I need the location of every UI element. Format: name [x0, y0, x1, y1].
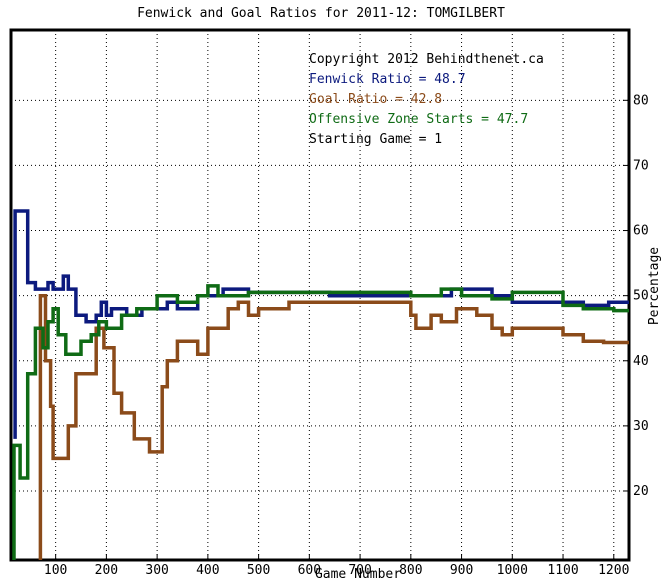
legend-starting-game: Starting Game = 1 [309, 132, 442, 147]
x-tick-label: 900 [450, 563, 473, 578]
y-tick-label: 20 [633, 484, 649, 499]
series-line-goal-ratio [38, 293, 629, 560]
y-tick-label: 50 [633, 289, 649, 304]
axis-ticks: 100 200 300 400 500 600 700 800 900 1000 1100 1200 2… [44, 93, 649, 578]
x-tick-label: 1100 [547, 563, 578, 578]
legend-offensive-zone-starts: Offensive Zone Starts = 47.7 [309, 112, 528, 127]
legend-fenwick-ratio: Fenwick Ratio = 48.7 [309, 72, 466, 87]
series-line-fenwick-ratio [13, 209, 629, 439]
y-axis-label: Percentage [647, 247, 662, 325]
x-tick-label: 100 [44, 563, 67, 578]
x-tick-label: 200 [95, 563, 118, 578]
plot-area [9, 28, 631, 562]
x-tick-label: 800 [399, 563, 422, 578]
legend-copyright: Copyright 2012 Behindthenet.ca [309, 52, 544, 67]
x-tick-label: 300 [145, 563, 168, 578]
legend: Copyright 2012 Behindthenet.ca Fenwick R… [309, 52, 544, 147]
x-tick-label: 600 [298, 563, 321, 578]
x-tick-label: 400 [196, 563, 219, 578]
legend-goal-ratio: Goal Ratio = 42.8 [309, 92, 442, 107]
x-tick-label: 500 [247, 563, 270, 578]
x-axis-label: Game Number [315, 567, 401, 580]
x-tick-label: 1200 [598, 563, 629, 578]
x-tick-label: 1000 [497, 563, 528, 578]
series-line-offensive-zone-starts [12, 284, 629, 560]
plot-border [9, 28, 631, 562]
chart-title: Fenwick and Goal Ratios for 2011-12: TOM… [137, 6, 505, 21]
y-tick-label: 70 [633, 158, 649, 173]
y-tick-label: 30 [633, 419, 649, 434]
y-tick-label: 40 [633, 354, 649, 369]
x-tick-label: 700 [348, 563, 371, 578]
y-tick-label: 60 [633, 224, 649, 239]
y-tick-label: 80 [633, 93, 649, 108]
series-layer [12, 209, 629, 560]
